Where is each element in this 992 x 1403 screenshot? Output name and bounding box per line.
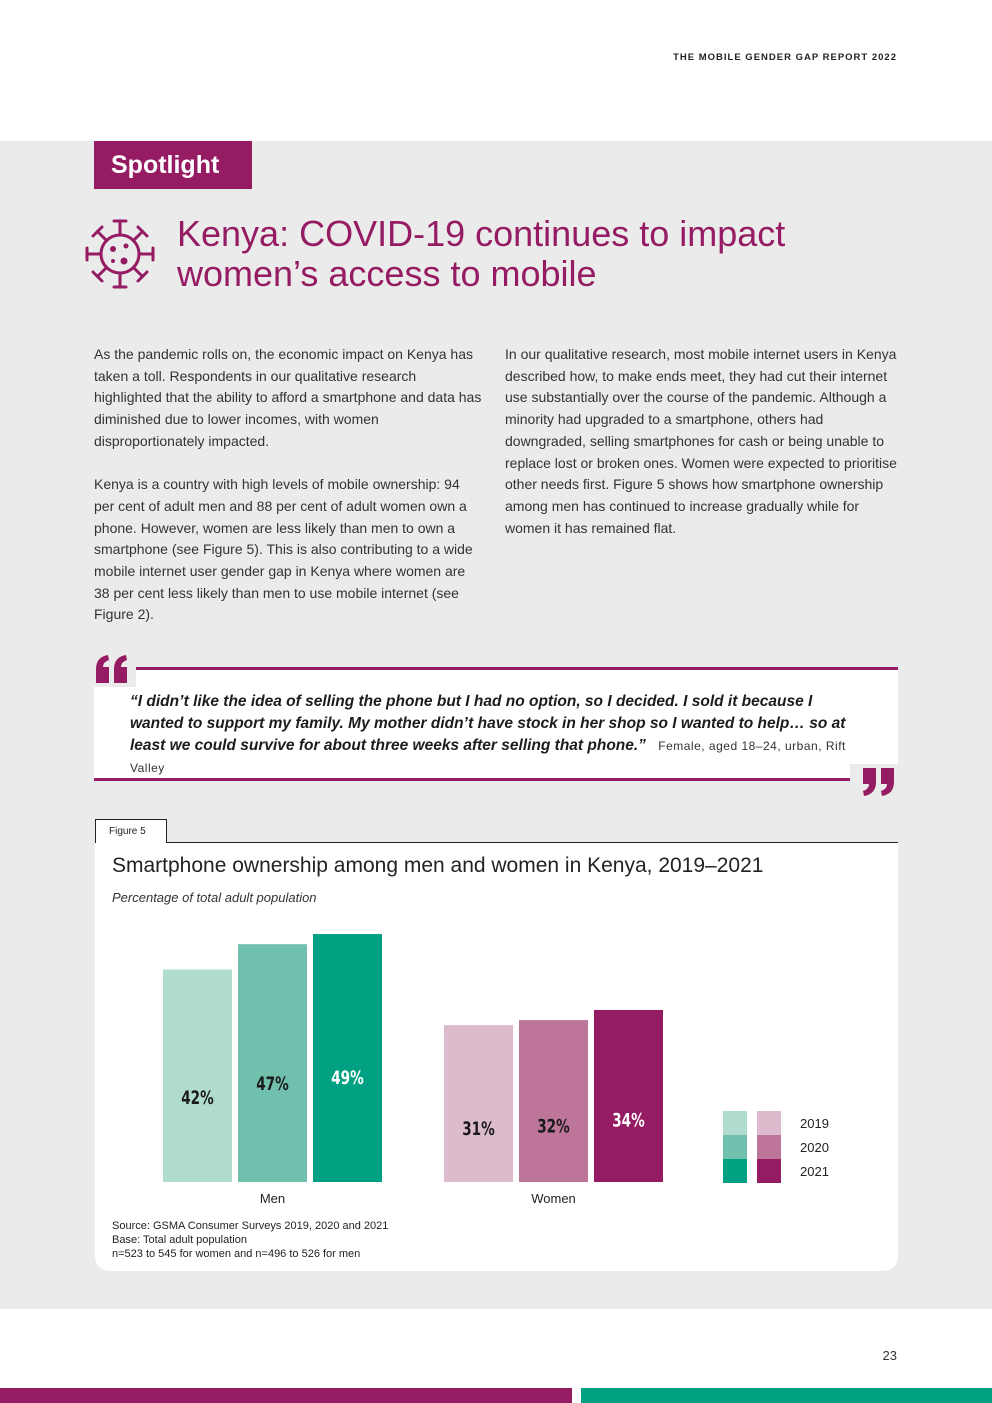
bar-women-2020 [519,1020,588,1182]
quote-body: “I didn’t like the idea of selling the p… [130,693,846,754]
legend-swatch-men-2020 [723,1135,747,1159]
paragraph: In our qualitative research, most mobile… [505,346,897,536]
headline-line-1: Kenya: COVID-19 continues to impact [177,213,786,254]
category-label: Men [260,1191,285,1206]
footer-bar-magenta [0,1388,572,1403]
paragraph: Kenya is a country with high levels of m… [94,476,473,623]
bar-men-2021 [313,934,382,1182]
data-label: 32% [537,1115,570,1137]
figure-label: Figure 5 [95,819,167,843]
page-number: 23 [882,1348,897,1363]
body-column-left: As the pandemic rolls on, the economic i… [94,344,482,626]
figure-notes: Source: GSMA Consumer Surveys 2019, 2020… [112,1219,388,1261]
sample-note: n=523 to 545 for women and n=496 to 526 … [112,1248,361,1260]
data-label: 34% [612,1109,645,1131]
data-label: 47% [256,1073,289,1095]
legend-swatch-women-2020 [757,1135,781,1159]
legend-swatch-women-2019 [757,1111,781,1135]
quote-text: “I didn’t like the idea of selling the p… [130,691,870,779]
category-label: Women [531,1191,576,1206]
bar-men-2019 [163,969,232,1182]
bar-women-2021 [594,1009,663,1182]
quote-attribution: Female, aged 18–24, urban, Rift Valley [130,739,846,775]
figure-subtitle: Percentage of total adult population [112,890,317,905]
headline-line-2: women’s access to mobile [177,253,597,294]
legend-swatch-men-2021 [723,1159,747,1183]
quote-close-icon [850,764,900,800]
legend-label: 2021 [800,1164,829,1179]
page-title: Kenya: COVID-19 continues to impact wome… [177,214,897,294]
pull-quote [94,667,898,781]
bar-men-2020 [238,944,307,1182]
legend-label: 2020 [800,1140,829,1155]
source-note: Source: GSMA Consumer Surveys 2019, 2020… [112,1220,389,1232]
quote-open-icon [92,653,136,687]
legend-swatch-women-2021 [757,1159,781,1183]
spotlight-tag: Spotlight [94,141,252,189]
figure-title: Smartphone ownership among men and women… [112,854,764,877]
data-label: 31% [462,1118,495,1140]
footer-bar-teal [581,1388,992,1403]
virus-icon [85,219,155,289]
base-note: Base: Total adult population [112,1234,247,1246]
data-label: 42% [181,1087,214,1109]
body-column-right: In our qualitative research, most mobile… [505,344,897,539]
data-label: 49% [331,1067,364,1089]
bar-women-2019 [444,1025,513,1182]
paragraph: As the pandemic rolls on, the economic i… [94,346,482,449]
legend-swatch-men-2019 [723,1111,747,1135]
bar-chart: 42% 47% 49% Men 31% 32% 34% Women 2019 2020 2021 [163,934,829,1206]
legend-label: 2019 [800,1116,829,1131]
running-title: THE MOBILE GENDER GAP REPORT 2022 [673,52,897,63]
